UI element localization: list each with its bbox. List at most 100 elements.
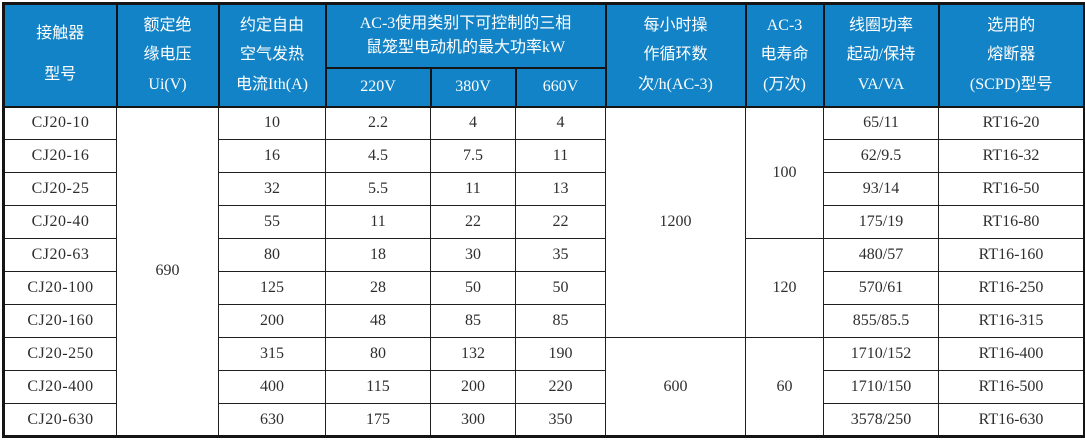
- cell-p660: 85: [514, 304, 607, 338]
- header-voltage-220: 220V: [324, 66, 432, 108]
- cell-coil: 62/9.5: [823, 139, 940, 173]
- cell-ith: 32: [218, 172, 326, 206]
- cell-p380: 4: [430, 106, 516, 140]
- cell-fuse: RT16-630: [938, 403, 1085, 437]
- cell-p220: 115: [325, 370, 431, 404]
- cell-coil: 3578/250: [823, 403, 940, 437]
- cell-p660: 190: [514, 337, 607, 371]
- header-contactor-model: 接触器 型号: [2, 2, 118, 108]
- cell-ith: 200: [218, 304, 326, 338]
- cell-coil: 65/11: [823, 106, 940, 140]
- cell-coil: 93/14: [823, 172, 940, 206]
- cell-p380: 50: [430, 271, 516, 305]
- cell-cycles-merged: 600: [605, 337, 747, 437]
- header-thermal-current: 约定自由 空气发热 电流Ith(A): [217, 2, 327, 108]
- cell-ith: 630: [218, 403, 326, 437]
- cell-p380: 11: [430, 172, 516, 206]
- cell-model: CJ20-16: [3, 139, 117, 173]
- cell-p380: 132: [430, 337, 516, 371]
- cell-p220: 5.5: [325, 172, 431, 206]
- header-cycles-per-hour: 每小时操 作循环数 次/h(AC-3): [604, 2, 747, 108]
- cell-ith: 55: [218, 205, 326, 239]
- header-max-power-group: AC-3使用类别下可控制的三相 鼠笼型电动机的最大功率kW: [324, 2, 607, 69]
- cell-ith: 125: [218, 271, 326, 305]
- cell-life-merged: 60: [745, 337, 825, 437]
- header-coil-power: 线圈功率 起动/保持 VA/VA: [822, 2, 940, 108]
- cell-model: CJ20-250: [3, 337, 117, 371]
- cell-model: CJ20-400: [3, 370, 117, 404]
- cell-p220: 11: [325, 205, 431, 239]
- cell-p660: 220: [514, 370, 607, 404]
- cell-coil: 175/19: [823, 205, 940, 239]
- header-fuse-type: 选用的 熔断器 (SCPD)型号: [937, 2, 1085, 108]
- cell-fuse: RT16-400: [938, 337, 1085, 371]
- cell-coil: 570/61: [823, 271, 940, 305]
- cell-p660: 350: [514, 403, 607, 437]
- cell-p220: 4.5: [325, 139, 431, 173]
- cell-p220: 2.2: [325, 106, 431, 140]
- cell-fuse: RT16-20: [938, 106, 1085, 140]
- cell-p660: 13: [514, 172, 607, 206]
- cell-coil: 480/57: [823, 238, 940, 272]
- cell-p220: 18: [325, 238, 431, 272]
- cell-fuse: RT16-500: [938, 370, 1085, 404]
- table-row: CJ20-25 32 5.5 11 13 93/14 RT16-50: [3, 172, 1085, 206]
- cell-model: CJ20-100: [3, 271, 117, 305]
- cell-p660: 11: [514, 139, 607, 173]
- cell-p380: 7.5: [430, 139, 516, 173]
- cell-p220: 28: [325, 271, 431, 305]
- cell-ith: 80: [218, 238, 326, 272]
- table-row: CJ20-63 80 18 30 35 120 480/57 RT16-160: [3, 238, 1085, 338]
- cell-p220: 48: [325, 304, 431, 338]
- table-row: CJ20-40 55 11 22 22 175/19 RT16-80: [3, 205, 1085, 239]
- table-row: CJ20-10 690 10 2.2 4 4 1200 100 65/11 RT…: [3, 106, 1085, 437]
- cell-model: CJ20-63: [3, 238, 117, 272]
- cell-p220: 80: [325, 337, 431, 371]
- cell-ith: 10: [218, 106, 326, 140]
- cell-p660: 50: [514, 271, 607, 305]
- table-row: CJ20-16 16 4.5 7.5 11 62/9.5 RT16-32: [3, 139, 1085, 173]
- cell-p380: 30: [430, 238, 516, 272]
- cell-fuse: RT16-80: [938, 205, 1085, 239]
- cell-model: CJ20-10: [3, 106, 117, 140]
- cell-coil: 1710/152: [823, 337, 940, 371]
- cell-coil: 855/85.5: [823, 304, 940, 338]
- cell-life-merged: 120: [745, 238, 825, 338]
- cell-p380: 300: [430, 403, 516, 437]
- cell-coil: 1710/150: [823, 370, 940, 404]
- cell-fuse: RT16-50: [938, 172, 1085, 206]
- header-electrical-life: AC-3 电寿命 (万次): [744, 2, 825, 108]
- cell-p220: 175: [325, 403, 431, 437]
- table-row: CJ20-400 400 115 200 220 1710/150 RT16-5…: [3, 370, 1085, 404]
- cell-ui-voltage-merged: 690: [116, 106, 219, 437]
- cell-fuse: RT16-160: [938, 238, 1085, 272]
- cell-model: CJ20-40: [3, 205, 117, 239]
- header-voltage-380: 380V: [429, 66, 517, 108]
- cell-model: CJ20-630: [3, 403, 117, 437]
- cell-fuse: RT16-315: [938, 304, 1085, 338]
- cell-model: CJ20-160: [3, 304, 117, 338]
- cell-model: CJ20-25: [3, 172, 117, 206]
- table-row: CJ20-250 315 80 132 190 600 60 1710/152 …: [3, 337, 1085, 437]
- cell-ith: 16: [218, 139, 326, 173]
- cell-ith: 400: [218, 370, 326, 404]
- cell-life-merged: 100: [745, 106, 825, 239]
- table-row: CJ20-100 125 28 50 50 570/61 RT16-250: [3, 271, 1085, 305]
- table-body: CJ20-10 690 10 2.2 4 4 1200 100 65/11 RT…: [3, 106, 1085, 437]
- cell-cycles-merged: 1200: [605, 106, 747, 338]
- cell-fuse: RT16-32: [938, 139, 1085, 173]
- cell-fuse: RT16-250: [938, 271, 1085, 305]
- table-row: CJ20-630 630 175 300 350 3578/250 RT16-6…: [3, 403, 1085, 437]
- header-insulation-voltage: 额定绝 缘电压 Ui(V): [115, 2, 220, 108]
- cell-p660: 35: [514, 238, 607, 272]
- header-voltage-660: 660V: [514, 66, 607, 108]
- cell-p380: 22: [430, 205, 516, 239]
- cell-ith: 315: [218, 337, 326, 371]
- cell-p660: 4: [514, 106, 607, 140]
- cell-p380: 200: [430, 370, 516, 404]
- cell-p660: 22: [514, 205, 607, 239]
- table-header: 接触器 型号 额定绝 缘电压 Ui(V) 约定自由 空气发热 电流Ith(A) …: [2, 2, 1085, 108]
- cell-p380: 85: [430, 304, 516, 338]
